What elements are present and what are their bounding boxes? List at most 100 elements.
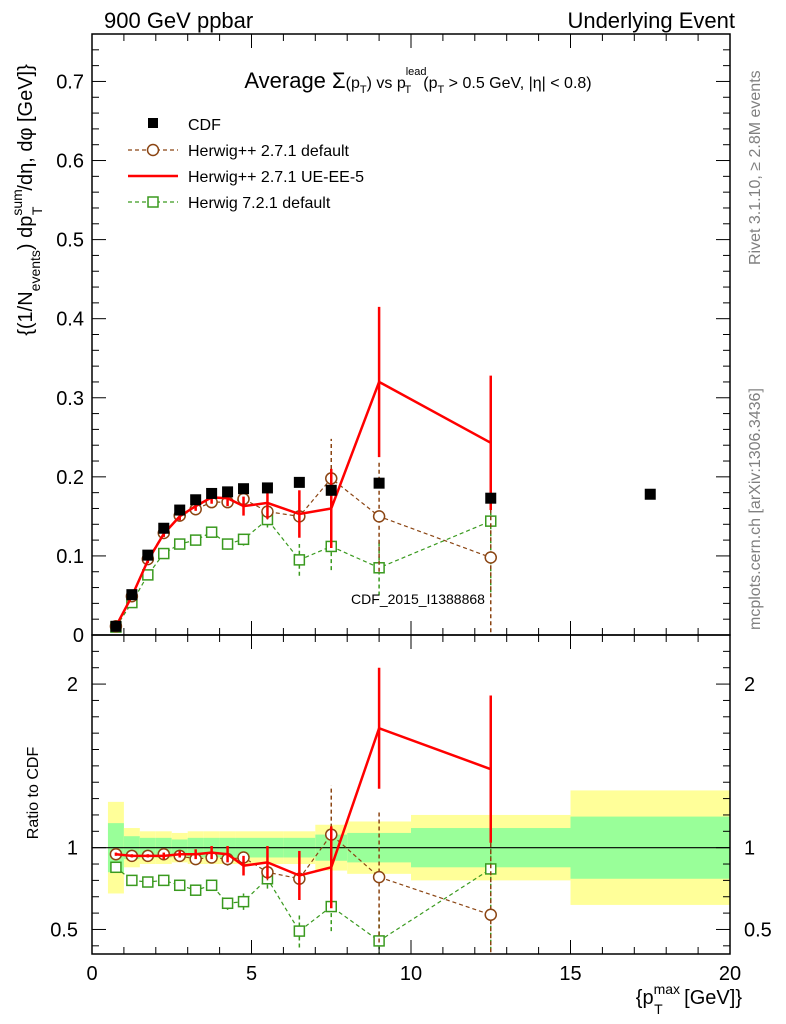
main-title-open: (p xyxy=(346,75,360,92)
ratio-herwigpp-2-7-1-default-line xyxy=(115,833,491,916)
ratio-herwig-7-2-1-default-point xyxy=(237,895,250,908)
rivet-label: Rivet 3.1.10, ≥ 2.8M events xyxy=(747,70,764,265)
ratio-herwigpp-2-7-1-default-point xyxy=(372,870,386,884)
header-right: Underlying Event xyxy=(567,8,735,33)
main-title-sub-t2: T xyxy=(405,84,412,96)
main-cdf-point xyxy=(373,477,385,489)
ratio-plot-data xyxy=(92,667,730,954)
main-title-cut-open: (p xyxy=(423,75,437,92)
main-cdf-point xyxy=(126,589,138,601)
ratio-y-tick-label: 2 xyxy=(67,674,78,696)
main-herwig-7-2-1-default-point xyxy=(205,526,218,538)
main-title-prefix: Average xyxy=(244,68,332,93)
x-tick-label: 5 xyxy=(246,963,257,985)
main-y-tick-label: 0.4 xyxy=(56,309,84,331)
legend-marker-herwig7-default xyxy=(147,196,159,208)
main-y-tick-label: 0.1 xyxy=(56,546,84,568)
ratio-y-tick-label: 0.5 xyxy=(50,919,78,941)
x-tick-label: 10 xyxy=(400,963,422,985)
main-cdf-point xyxy=(158,522,170,534)
main-title-sub-t: T xyxy=(360,84,367,96)
ratio-herwig-7-2-1-default-point xyxy=(142,876,154,888)
legend-item-herwigpp-ueee5: Herwig++ 2.7.1 UE-EE-5 xyxy=(128,169,364,186)
ratio-herwig-7-2-1-default-point xyxy=(126,874,138,887)
main-y-label-b: ) dp xyxy=(15,216,37,250)
x-tick-label: 15 xyxy=(559,963,581,985)
x-tick-label: 0 xyxy=(86,963,97,985)
ratio-herwig-7-2-1-default-line xyxy=(115,866,492,942)
ratio-herwigpp-2-7-1-ue-ee-5-line xyxy=(115,726,492,877)
main-y-label-sup-sum: sum xyxy=(9,189,25,215)
header-left: 900 GeV ppbar xyxy=(104,8,253,33)
main-herwigpp-2-7-1-default-point xyxy=(484,551,497,564)
main-herwig-7-2-1-default-point xyxy=(189,534,202,546)
ratio-herwig-7-2-1-default-point xyxy=(110,861,122,874)
watermark: CDF_2015_I1388868 xyxy=(351,591,485,607)
main-title: Average Σ(pT) vs plead T (pT > 0.5 GeV, |η… xyxy=(244,66,591,96)
legend-marker-herwigpp-default xyxy=(146,143,160,157)
ratio-herwig-7-2-1-default-point xyxy=(158,874,170,887)
main-herwigpp-2-7-1-ue-ee-5-line xyxy=(114,380,492,627)
ratio-y-label: Ratio to CDF xyxy=(25,747,42,840)
x-axis-label-a: {p xyxy=(636,987,654,1009)
ratio-y-tick-label-right: 1 xyxy=(744,838,755,860)
ratio-herwig-7-2-1-default-point xyxy=(189,884,202,896)
main-y-label-sub-t: T xyxy=(29,206,45,215)
legend-item-herwig7-default: Herwig 7.2.1 default xyxy=(128,195,331,212)
main-herwig-7-2-1-default-point xyxy=(237,533,250,546)
main-cdf-point xyxy=(238,483,250,495)
main-y-tick-label: 0.2 xyxy=(56,467,84,489)
main-y-label-a: {(1/N xyxy=(15,291,37,335)
main-herwig-7-2-1-default-point xyxy=(293,554,306,566)
ratio-herwig-7-2-1-default-point xyxy=(205,879,218,892)
main-y-tick-label: 0 xyxy=(73,625,84,647)
legend-item-cdf: CDF xyxy=(148,117,221,134)
main-cdf-point xyxy=(190,494,202,506)
x-axis-label: {pmax T [GeV]} xyxy=(636,981,743,1017)
main-axis-ticks: 0 0.1 0.2 0.3 0.4 0.5 0.6 0.7 xyxy=(56,49,730,647)
main-cdf-point xyxy=(206,487,218,499)
main-y-label-c: /dη, dφ [GeV]} xyxy=(15,64,37,191)
ratio-herwig-7-2-1-default-point xyxy=(173,879,186,892)
legend-label-herwigpp-ueee5: Herwig++ 2.7.1 UE-EE-5 xyxy=(188,169,364,186)
ratio-y-tick-label: 1 xyxy=(67,838,78,860)
ratio-y-tick-label-right: 2 xyxy=(744,674,755,696)
x-axis-label-sub-t: T xyxy=(654,1001,663,1017)
main-y-tick-label: 0.7 xyxy=(56,71,84,93)
legend-marker-cdf xyxy=(148,118,158,128)
main-y-tick-label: 0.5 xyxy=(56,230,84,252)
ratio-axis-ticks: 0 5 10 15 200.5 0.51 12 2 xyxy=(50,34,772,985)
ratio-y-tick-label-right: 0.5 xyxy=(744,919,772,941)
main-herwigpp-2-7-1-default-point xyxy=(372,510,386,523)
x-axis-label-sup-max: max xyxy=(654,981,680,997)
main-y-label-sub-events: events xyxy=(27,250,43,291)
ratio-herwig-7-2-1-default-point xyxy=(221,897,234,910)
main-herwig-7-2-1-default-point xyxy=(142,569,154,581)
main-herwig-7-2-1-default-point xyxy=(173,538,186,550)
main-herwig-7-2-1-default-point xyxy=(221,538,234,550)
x-tick-label: 20 xyxy=(719,963,741,985)
main-y-label: {(1/Nevents) dpsum T/dη, dφ [GeV]} xyxy=(9,64,45,336)
legend: CDF Herwig++ 2.7.1 default Herwig++ 2.7.… xyxy=(128,117,364,212)
ratio-herwig-7-2-1-default-point xyxy=(293,925,306,937)
legend-item-herwigpp-default: Herwig++ 2.7.1 default xyxy=(128,143,350,160)
ratio-frame xyxy=(91,634,731,955)
main-cdf-point xyxy=(174,504,186,516)
main-cdf-point xyxy=(644,488,656,500)
ratio-panel: 0 5 10 15 200.5 0.51 12 2 Ratio to CDF {pmax T [… xyxy=(25,34,772,1017)
main-plot-data xyxy=(109,306,656,635)
main-cdf-point xyxy=(261,482,273,494)
main-title-close: ) vs p xyxy=(367,75,406,92)
main-cdf-point xyxy=(485,492,497,504)
mcplots-label: mcplots.cern.ch [arXiv:1306.3436] xyxy=(747,388,764,630)
main-cdf-point xyxy=(222,486,234,498)
main-herwig-7-2-1-default-point xyxy=(158,547,170,560)
main-title-sub-t3: T xyxy=(438,84,445,96)
main-cdf-point xyxy=(325,484,337,496)
x-axis-label-b: [GeV]} xyxy=(679,987,743,1009)
legend-label-herwig7-default: Herwig 7.2.1 default xyxy=(188,195,331,212)
legend-label-cdf: CDF xyxy=(188,117,221,134)
main-herwig-7-2-1-default-line xyxy=(115,518,491,628)
main-panel: 0 0.1 0.2 0.3 0.4 0.5 0.6 0.7 CDF_2015_I1388868… xyxy=(9,33,731,647)
